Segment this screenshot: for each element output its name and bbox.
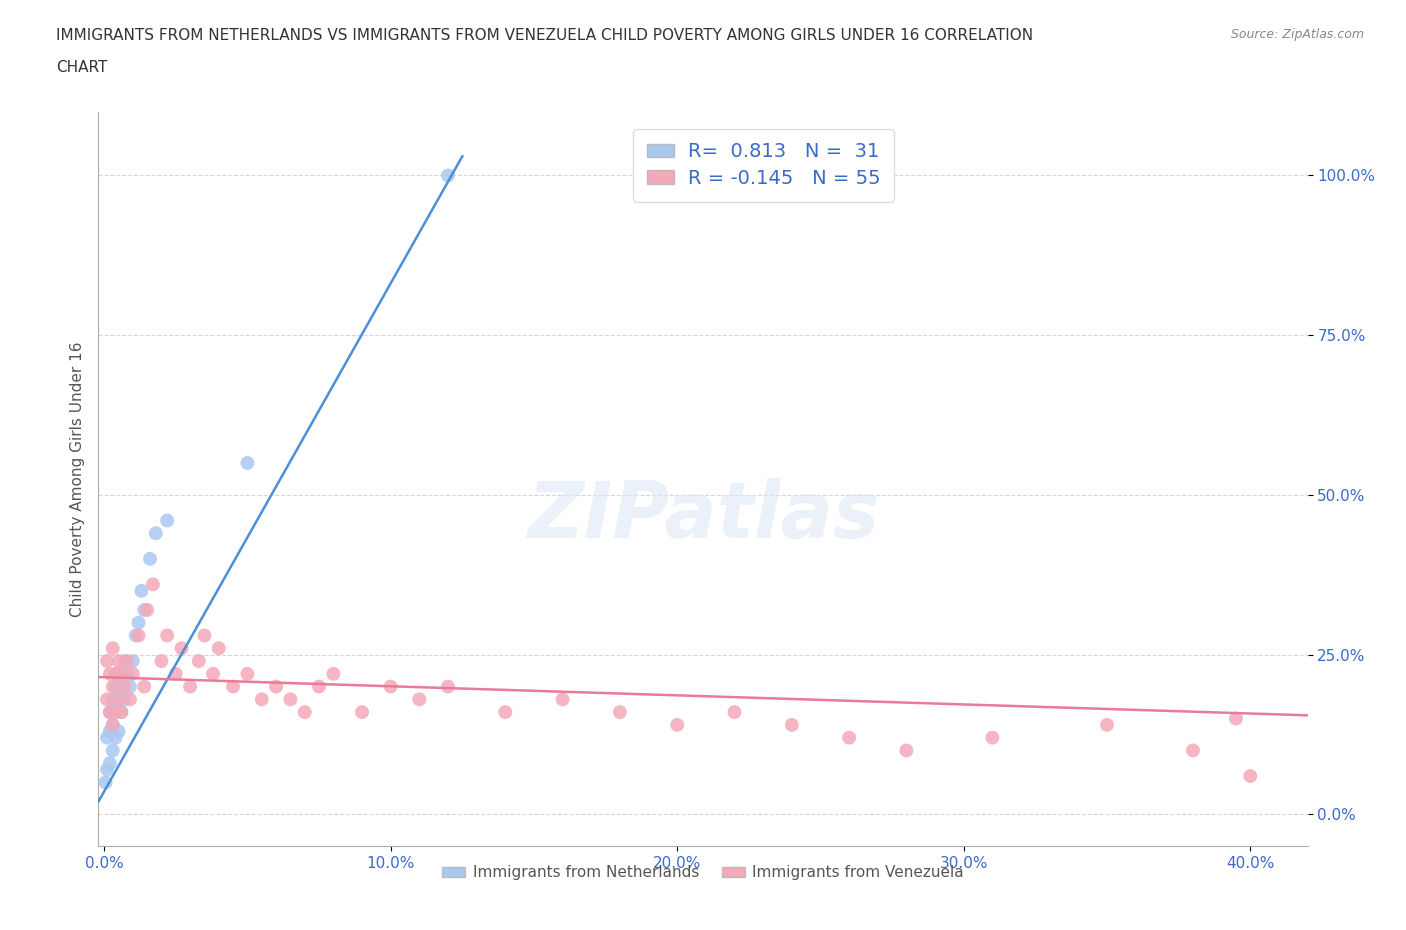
Point <box>896 743 918 758</box>
Point <box>981 730 1004 745</box>
Point <box>112 679 135 694</box>
Point <box>104 667 127 682</box>
Point <box>131 583 153 598</box>
Legend: Immigrants from Netherlands, Immigrants from Venezuela: Immigrants from Netherlands, Immigrants … <box>436 859 970 886</box>
Point <box>118 679 141 694</box>
Point <box>104 730 127 745</box>
Point <box>110 667 132 682</box>
Point <box>115 654 138 669</box>
Point <box>139 551 162 566</box>
Point <box>128 628 150 643</box>
Point <box>101 692 124 707</box>
Text: CHART: CHART <box>56 60 108 75</box>
Point <box>1239 768 1261 783</box>
Point <box>236 667 259 682</box>
Point <box>134 603 156 618</box>
Point <box>145 525 167 540</box>
Point <box>264 679 287 694</box>
Point <box>280 692 302 707</box>
Point <box>101 679 124 694</box>
Point <box>115 667 138 682</box>
Point <box>437 168 460 183</box>
Point <box>112 654 135 669</box>
Point <box>96 692 118 707</box>
Point <box>107 724 129 738</box>
Point <box>236 456 259 471</box>
Point <box>136 603 159 618</box>
Point <box>110 705 132 720</box>
Text: ZIPatlas: ZIPatlas <box>527 478 879 553</box>
Point <box>494 705 516 720</box>
Point <box>156 628 179 643</box>
Point <box>308 679 330 694</box>
Point <box>222 679 245 694</box>
Point <box>350 705 373 720</box>
Point <box>104 698 127 713</box>
Point <box>666 717 689 732</box>
Y-axis label: Child Poverty Among Girls Under 16: Child Poverty Among Girls Under 16 <box>69 341 84 617</box>
Point <box>98 724 121 738</box>
Point <box>96 654 118 669</box>
Point <box>609 705 631 720</box>
Point <box>142 577 165 591</box>
Point <box>110 705 132 720</box>
Point <box>107 692 129 707</box>
Point <box>408 692 430 707</box>
Point <box>165 667 187 682</box>
Point <box>250 692 273 707</box>
Point <box>98 705 121 720</box>
Point <box>104 679 127 694</box>
Point <box>110 679 132 694</box>
Point <box>101 717 124 732</box>
Point <box>1225 711 1247 726</box>
Point <box>1095 717 1118 732</box>
Point <box>187 654 209 669</box>
Point <box>118 692 141 707</box>
Point <box>104 705 127 720</box>
Point <box>380 679 402 694</box>
Point <box>94 775 117 790</box>
Point <box>437 679 460 694</box>
Point <box>294 705 316 720</box>
Point <box>170 641 193 656</box>
Point <box>134 679 156 694</box>
Point <box>780 717 803 732</box>
Point <box>179 679 201 694</box>
Point <box>156 513 179 528</box>
Point <box>1181 743 1204 758</box>
Text: Source: ZipAtlas.com: Source: ZipAtlas.com <box>1230 28 1364 41</box>
Point <box>551 692 574 707</box>
Point <box>128 616 150 631</box>
Point <box>101 743 124 758</box>
Point <box>98 667 121 682</box>
Text: IMMIGRANTS FROM NETHERLANDS VS IMMIGRANTS FROM VENEZUELA CHILD POVERTY AMONG GIR: IMMIGRANTS FROM NETHERLANDS VS IMMIGRANT… <box>56 28 1033 43</box>
Point <box>121 654 143 669</box>
Point <box>107 692 129 707</box>
Point <box>98 705 121 720</box>
Point <box>723 705 745 720</box>
Point <box>107 654 129 669</box>
Point <box>322 667 344 682</box>
Point <box>193 628 215 643</box>
Point <box>208 641 231 656</box>
Point <box>202 667 225 682</box>
Point <box>101 717 124 732</box>
Point <box>838 730 860 745</box>
Point <box>124 628 146 643</box>
Point <box>101 641 124 656</box>
Point <box>107 667 129 682</box>
Point <box>96 730 118 745</box>
Point <box>112 692 135 707</box>
Point <box>150 654 173 669</box>
Point <box>98 756 121 771</box>
Point <box>121 667 143 682</box>
Point <box>96 763 118 777</box>
